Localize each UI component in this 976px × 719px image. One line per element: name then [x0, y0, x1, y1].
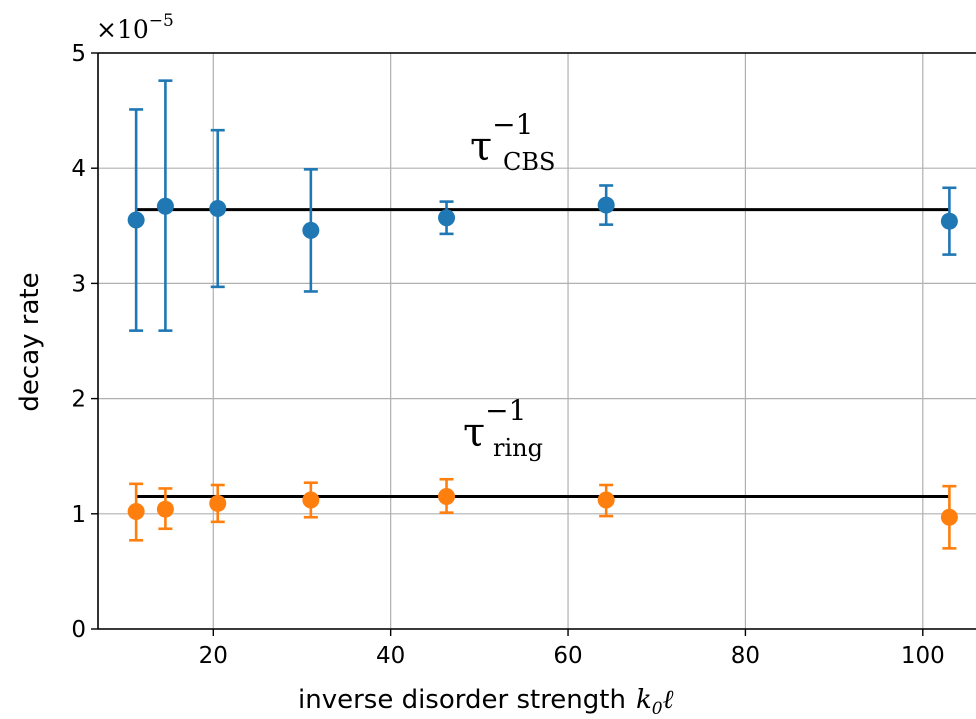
data-point-0-4: [438, 209, 456, 227]
x-axis-label: inverse disorder strength k0ℓ: [298, 685, 674, 719]
series-label-cbs-sub: CBS: [503, 148, 555, 176]
y-tick-label-4: 4: [71, 156, 86, 182]
fit-lines: [136, 208, 950, 499]
x-axis-label-math: k: [636, 685, 652, 715]
data-point-1-1: [156, 500, 174, 518]
x-tick-label-60: 60: [553, 643, 582, 669]
y-tick-label-1: 1: [71, 502, 86, 528]
y-tick-label-2: 2: [71, 387, 86, 413]
series-label-ring-sub: ring: [493, 434, 543, 462]
series-label-cbs: τ−1 CBS: [470, 108, 555, 176]
data-point-1-6: [940, 508, 958, 526]
data-point-1-2: [209, 494, 227, 512]
x-axis-label-sub: 0: [652, 699, 663, 719]
y-tick-label-0: 0: [71, 617, 86, 643]
y-multiplier-exponent: −5: [149, 11, 174, 31]
series-label-ring: τ−1 ring: [463, 394, 543, 462]
data-point-0-3: [302, 221, 320, 239]
series-label-ring-base: τ: [463, 410, 485, 456]
y-tick-label-5: 5: [71, 41, 86, 67]
x-tick-label-80: 80: [731, 643, 760, 669]
y-multiplier-base: ×10: [96, 15, 149, 44]
data-point-1-3: [302, 491, 320, 509]
series-label-cbs-base: τ: [470, 124, 492, 170]
data-point-0-5: [597, 196, 615, 214]
grid-lines: [98, 52, 976, 630]
data-point-1-5: [597, 491, 615, 509]
data-points: [127, 196, 958, 526]
series-label-ring-sup: −1: [485, 394, 526, 427]
data-point-0-1: [156, 197, 174, 215]
y-tick-label-3: 3: [71, 271, 86, 297]
x-axis-label-tail: ℓ: [663, 685, 674, 715]
series-label-cbs-sup: −1: [492, 108, 533, 141]
x-axis-label-text: inverse disorder strength: [298, 685, 626, 715]
data-point-0-6: [940, 212, 958, 230]
data-point-1-0: [127, 502, 145, 520]
x-tick-label-40: 40: [376, 643, 405, 669]
axes: [97, 52, 976, 630]
y-multiplier: ×10−5: [96, 11, 174, 44]
tick-marks: 20 40 60 80 100 0 1 2 3 4 5: [71, 41, 944, 669]
data-point-1-4: [438, 488, 456, 506]
data-point-0-2: [209, 200, 227, 218]
data-point-0-0: [127, 211, 145, 229]
x-tick-label-20: 20: [199, 643, 228, 669]
y-axis-label: decay rate: [15, 272, 45, 411]
x-tick-label-100: 100: [901, 643, 945, 669]
